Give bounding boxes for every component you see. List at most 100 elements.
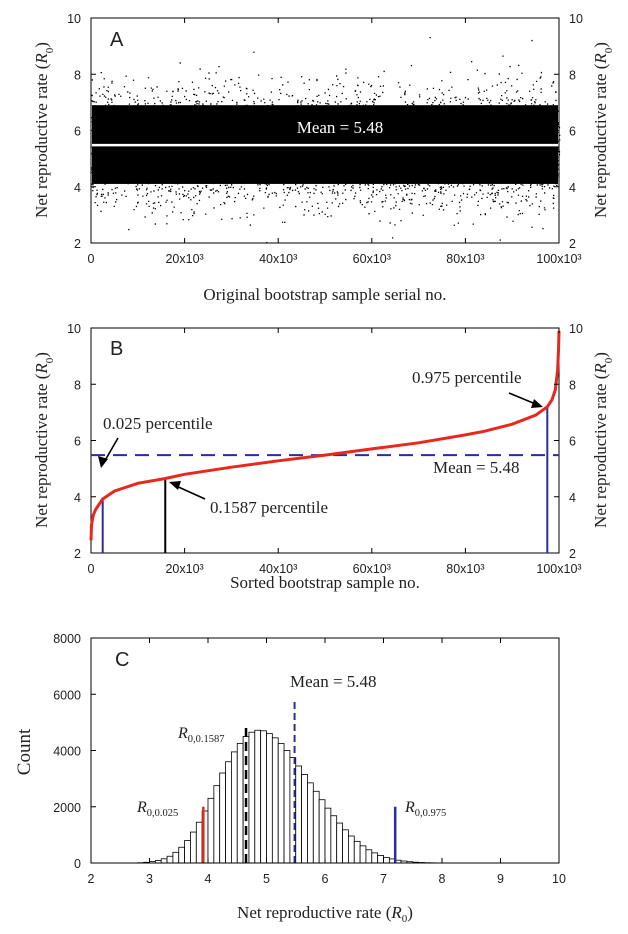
x-tick-label: 8 (439, 872, 446, 886)
marker-label-0025-symbol: R (136, 799, 147, 816)
x-tick-label: 4 (205, 872, 212, 886)
marker-label-0975: R0,0.975 (404, 799, 446, 819)
x-tick-label: 20x10³ (165, 562, 203, 576)
x-tick-label: 9 (497, 872, 504, 886)
histogram-bar (172, 851, 180, 864)
right-y-tick-label: 10 (569, 322, 583, 336)
histogram-bar (184, 840, 191, 864)
x-tick-label: 100x10³ (536, 252, 581, 266)
x-axis-title-main: Net reproductive rate ( (237, 903, 392, 922)
histogram-bar (219, 772, 226, 864)
y-axis-ticks: 2 4 6 8 10 (67, 12, 96, 251)
y-tick-label: 6 (74, 435, 81, 449)
x-tick-label: 100x10³ (536, 562, 581, 576)
histogram-bar (266, 733, 273, 864)
y-tick-label: 8000 (53, 632, 81, 646)
right-y-axis-title-symbol: R (591, 363, 610, 375)
x-axis-ticks: 0 20x10³ 40x10³ 60x10³ 80x10³ 100x10³ (88, 328, 582, 576)
right-y-axis-title-main: Net reproductive rate ( (591, 373, 610, 528)
marker-label-0025: R0,0.025 (136, 799, 178, 819)
right-y-axis-title: Net reproductive rate (R0) (591, 352, 615, 528)
histogram-bar (190, 831, 197, 864)
right-y-tick-label: 4 (569, 181, 576, 195)
x-axis-ticks: 0 20x10³ 40x10³ 60x10³ 80x10³ 100x10³ (88, 18, 582, 266)
x-tick-label: 20x10³ (165, 252, 203, 266)
histogram-bars (131, 729, 455, 864)
histogram-bar (301, 774, 308, 864)
x-axis-title: Net reproductive rate (R0) (237, 903, 413, 925)
histogram-bar (324, 807, 332, 864)
histogram-bar (377, 855, 384, 864)
right-y-axis-title-main: Net reproductive rate ( (591, 63, 610, 218)
y-axis-title: Net reproductive rate (R0) (32, 42, 56, 218)
x-tick-label: 3 (146, 872, 153, 886)
marker-label-0025-subscript: 0,0.025 (147, 808, 179, 819)
x-tick-label: 0 (88, 562, 95, 576)
x-axis-title: Original bootstrap sample serial no. (203, 285, 446, 304)
annotation-0975: 0.975 percentile (412, 368, 522, 387)
histogram-bar (260, 730, 267, 864)
histogram-bar (195, 821, 203, 864)
histogram-bar (178, 846, 185, 864)
histogram-bar (307, 782, 314, 864)
histogram-bar (383, 856, 390, 864)
histogram-bar (166, 855, 174, 864)
x-tick-label: 40x10³ (259, 252, 297, 266)
right-y-tick-label: 4 (569, 491, 576, 505)
panel-a: Mean = 5.48 A 0 20x10³ 40x10³ 60x10³ 80x10³ 1… (32, 12, 615, 304)
x-tick-label: 40x10³ (259, 562, 297, 576)
y-tick-label: 2000 (53, 801, 81, 815)
y-tick-label: 8 (74, 68, 81, 82)
right-y-axis-title-close: ) (591, 42, 610, 48)
y-tick-label: 10 (67, 12, 81, 26)
y-axis-title-close: ) (32, 352, 51, 358)
y-axis-ticks: 0 2000 4000 6000 8000 (53, 632, 96, 871)
x-axis-title-symbol: R (390, 903, 402, 922)
x-axis-title-subscript: 0 (402, 913, 408, 925)
histogram-bar (254, 729, 262, 864)
annotation-0025: 0.025 percentile (103, 414, 213, 433)
marker-label-0975-symbol: R (404, 799, 415, 816)
y-tick-label: 6000 (53, 688, 81, 702)
y-axis-title-subscript: 0 (44, 47, 56, 53)
y-axis-title: Count (14, 728, 35, 775)
marker-label-0975-subscript: 0,0.975 (415, 808, 447, 819)
histogram-bar (336, 822, 343, 864)
x-tick-label: 60x10³ (353, 562, 391, 576)
right-y-tick-label: 2 (569, 237, 576, 251)
x-tick-label: 6 (322, 872, 329, 886)
right-y-axis-title-close: ) (591, 352, 610, 358)
right-y-tick-label: 8 (569, 378, 576, 392)
arrowhead-01587 (169, 481, 181, 490)
right-y-tick-label: 10 (569, 12, 583, 26)
x-tick-label: 7 (380, 872, 387, 886)
histogram-bar (248, 731, 256, 864)
sorted-curve (89, 330, 561, 541)
histogram-bar (330, 815, 338, 864)
right-y-axis-ticks: 2 4 6 8 10 (554, 12, 583, 251)
panel-letter: B (110, 338, 123, 360)
y-axis-title-symbol: R (32, 53, 51, 65)
histogram-bar (371, 852, 379, 864)
plot-frame (90, 327, 560, 554)
percentile-markers (202, 728, 397, 863)
histogram-bar (342, 829, 349, 864)
y-axis-title-subscript: 0 (44, 357, 56, 363)
right-y-axis-title: Net reproductive rate (R0) (591, 42, 615, 218)
histogram-bar (295, 765, 302, 864)
histogram-bar (230, 751, 238, 864)
percentile-annotations: 0.025 percentile 0.1587 percentile 0.975… (98, 368, 543, 517)
marker-labels: R0,0.025 R0,0.1587 R0,0.975 (136, 725, 446, 819)
y-tick-label: 4 (74, 181, 81, 195)
histogram-bar (271, 737, 279, 864)
right-y-axis-ticks: 2 4 6 8 10 (554, 322, 583, 561)
right-y-tick-label: 6 (569, 125, 576, 139)
histogram-bar (353, 840, 361, 864)
mean-label: Mean = 5.48 (433, 458, 520, 477)
histogram-bar (277, 743, 285, 864)
scatter-point-marks (91, 37, 561, 244)
x-axis-ticks: 2 3 4 5 6 7 8 9 10 (88, 638, 566, 886)
y-axis-title: Net reproductive rate (R0) (32, 352, 56, 528)
y-axis-title-symbol: R (32, 363, 51, 375)
arrowhead-0025 (98, 456, 108, 468)
